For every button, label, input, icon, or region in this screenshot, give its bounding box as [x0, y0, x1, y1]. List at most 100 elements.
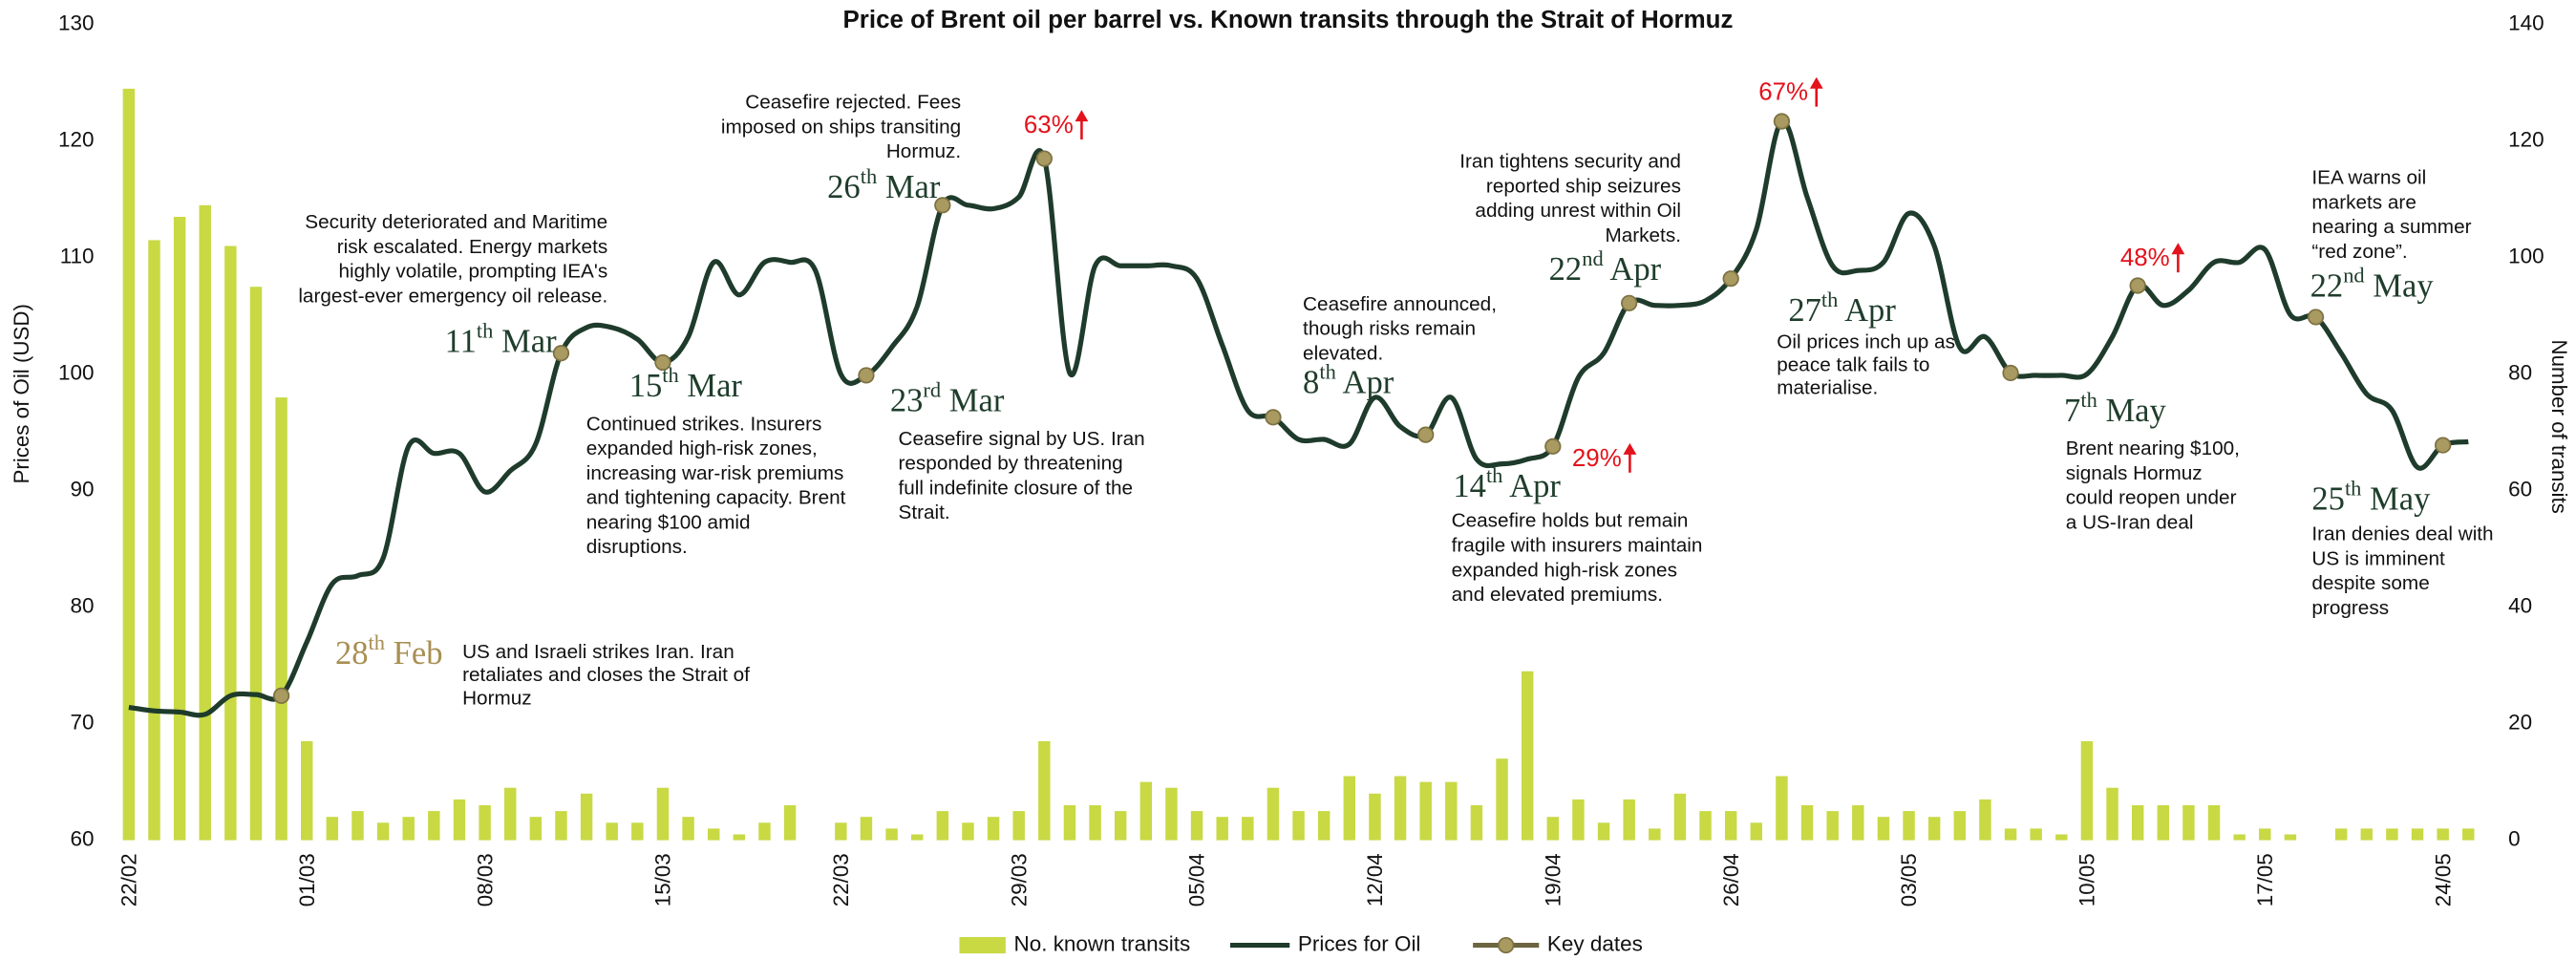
bar — [2462, 828, 2475, 841]
bar — [1496, 758, 1508, 841]
annotation-text: increasing war-risk premiums — [586, 462, 844, 484]
bar — [1267, 787, 1280, 841]
y2-tick-label: 0 — [2508, 827, 2520, 851]
bar — [1623, 799, 1635, 841]
date-label: 11th Mar — [445, 319, 558, 360]
bar — [835, 822, 847, 841]
annotation-text: Strait. — [898, 501, 949, 523]
bar — [529, 817, 543, 841]
y-axis-title: Prices of Oil (USD) — [10, 304, 33, 484]
bar — [479, 804, 491, 841]
bar — [199, 204, 211, 841]
key-date-marker — [2002, 364, 2019, 382]
annotation-text: Ceasefire announced, — [1303, 293, 1497, 315]
chart-title: Price of Brent oil per barrel vs. Known … — [843, 7, 1734, 33]
bar — [2106, 787, 2118, 841]
annotation-text: Security deteriorated and Maritime — [305, 211, 607, 233]
date-label: 8th Apr — [1303, 360, 1394, 401]
bar — [2131, 804, 2144, 841]
bar — [249, 287, 263, 841]
annotation-text: nearing $100 amid — [586, 512, 751, 534]
key-date-marker — [858, 367, 875, 384]
bar — [758, 822, 771, 841]
annotation-text: despite some — [2311, 572, 2429, 594]
annotation-text: peace talk fails to — [1777, 354, 1929, 376]
date-label: 27th Apr — [1788, 288, 1896, 329]
bar — [1445, 781, 1458, 841]
bar — [860, 817, 873, 841]
bar — [1190, 811, 1203, 841]
annotation-text: retaliates and closes the Strait of — [462, 664, 750, 686]
x-tick-label: 05/04 — [1185, 853, 1209, 907]
x-tick-label: 08/03 — [473, 853, 497, 907]
bar — [1903, 811, 1915, 841]
y-tick-label: 70 — [71, 711, 95, 735]
annotation-text: US is imminent — [2311, 547, 2445, 569]
key-date-marker — [1265, 409, 1282, 426]
bar — [2233, 834, 2246, 841]
y2-tick-label: 60 — [2508, 478, 2532, 501]
annotation-text: could reopen under — [2066, 487, 2237, 509]
bar — [148, 240, 160, 841]
up-arrow-head — [1809, 76, 1823, 89]
annotation-text: Ceasefire holds but remain — [1452, 510, 1689, 532]
legend-swatch — [959, 936, 1006, 954]
annotation-text: disruptions. — [586, 536, 688, 558]
annotation-text: Iran tightens security and — [1459, 151, 1681, 173]
up-arrow-head — [1623, 442, 1637, 455]
bar — [1649, 828, 1661, 841]
annotation-text: and tightening capacity. Brent — [586, 487, 846, 509]
bar — [1546, 817, 1560, 841]
bar — [1063, 804, 1076, 841]
x-tick-label: 24/05 — [2431, 853, 2455, 907]
annotation-text: full indefinite closure of the — [898, 477, 1133, 499]
annotation-text: elevated. — [1303, 343, 1383, 365]
bar — [376, 822, 390, 841]
date-label: 26th Mar — [827, 164, 941, 205]
x-tick-label: 19/04 — [1541, 853, 1565, 907]
bar — [580, 793, 593, 841]
y2-tick-label: 100 — [2508, 245, 2544, 268]
y-tick-label: 90 — [71, 478, 95, 501]
key-date-marker — [2307, 309, 2325, 326]
x-tick-label: 03/05 — [1897, 853, 1921, 907]
bar — [1089, 804, 1101, 841]
bar — [503, 787, 517, 841]
key-date-marker — [2129, 277, 2146, 294]
bar — [2334, 828, 2348, 841]
key-date-marker — [2435, 437, 2452, 454]
y-tick-label: 100 — [58, 361, 94, 385]
bar — [1776, 776, 1788, 841]
bar — [1242, 817, 1254, 841]
bar — [224, 245, 237, 841]
bar — [936, 811, 949, 841]
key-date-marker — [1544, 437, 1562, 455]
annotation-text: adding unrest within Oil — [1475, 200, 1681, 222]
up-arrow-head — [1075, 110, 1089, 122]
bar — [987, 817, 1000, 841]
percent-callout: 63% — [1024, 112, 1074, 139]
bar — [1419, 781, 1432, 841]
annotation-text: progress — [2311, 597, 2389, 619]
bar — [300, 740, 313, 841]
legend-label: No. known transits — [1014, 932, 1191, 956]
legend-label: Key dates — [1547, 932, 1643, 956]
annotation-text: and elevated premiums. — [1452, 584, 1663, 606]
bar — [962, 822, 974, 841]
annotation-text: expanded high-risk zones — [1452, 559, 1677, 581]
bar — [453, 799, 466, 841]
annotation-text: IEA warns oil — [2311, 167, 2426, 189]
bar — [1394, 776, 1407, 841]
percent-callout: 29% — [1572, 445, 1622, 472]
bar — [1724, 811, 1737, 841]
bar — [1750, 822, 1763, 841]
y2-tick-label: 140 — [2508, 11, 2544, 35]
bar — [1317, 811, 1331, 841]
annotation-text: materialise. — [1777, 377, 1878, 399]
annotation-text: Ceasefire rejected. Fees — [745, 92, 961, 114]
bar — [783, 804, 797, 841]
annotation-text: Ceasefire signal by US. Iran — [898, 428, 1144, 450]
bar — [1343, 776, 1356, 841]
